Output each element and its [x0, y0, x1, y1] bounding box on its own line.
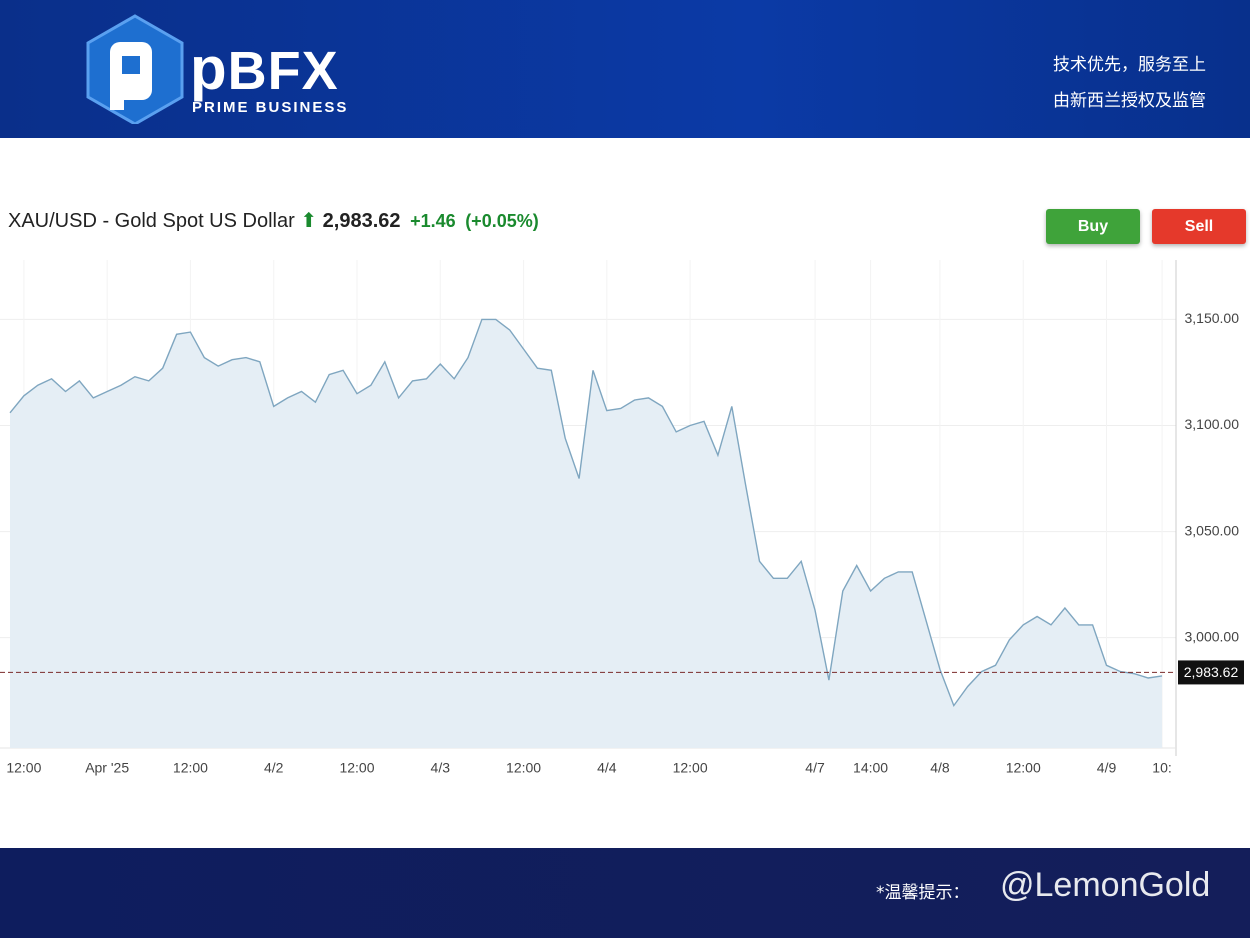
y-tick-label: 3,000.00 — [1185, 628, 1240, 644]
symbol: XAU/USD - Gold Spot US Dollar — [8, 210, 295, 232]
y-tick-label: 3,050.00 — [1185, 522, 1240, 538]
buy-button[interactable]: Buy — [1046, 209, 1140, 244]
sell-button[interactable]: Sell — [1152, 209, 1246, 244]
price-line — [9, 318, 1163, 708]
x-tick-label: 4/7 — [805, 760, 825, 776]
x-tick-label: 4/2 — [264, 760, 284, 776]
area-fill — [10, 319, 1163, 748]
x-tick-label: Apr '25 — [85, 760, 129, 776]
x-tick-label: 12:00 — [673, 760, 708, 776]
x-tick-label: 12:00 — [6, 760, 41, 776]
price: 2,983.62 — [322, 210, 401, 232]
footer: *温馨提示： @LemonGold — [0, 848, 1250, 938]
notice: *温馨提示： — [876, 883, 970, 903]
x-tick-label: 4/8 — [930, 760, 950, 776]
change-pct: (+0.05%) — [465, 211, 539, 231]
x-tick-label: 4/9 — [1097, 760, 1117, 776]
logo-subtitle: PRIME BUSINESS — [192, 99, 349, 116]
y-tick-label: 3,100.00 — [1185, 416, 1240, 432]
x-tick-label: 4/4 — [597, 760, 617, 776]
watermark: @LemonGold — [1000, 866, 1211, 904]
up-arrow: ⬆ — [300, 210, 318, 232]
x-tick-label: 14:00 — [853, 760, 888, 776]
x-tick-label: 4/3 — [431, 760, 451, 776]
last-price-box — [1178, 660, 1244, 685]
x-tick-label: 12:00 — [506, 760, 541, 776]
x-tick-label: 10: — [1152, 760, 1171, 776]
x-tick-label: 12:00 — [339, 760, 374, 776]
logo-text: pBFX — [190, 35, 339, 102]
quote-line: XAU/USD - Gold Spot US Dollar ⬆ 2,983.62… — [8, 208, 539, 233]
header: pBFX PRIME BUSINESS 技术优先，服务至上 由新西兰授权及监管 — [0, 0, 1250, 138]
change: +1.46 — [410, 211, 456, 231]
x-tick-label: 12:00 — [173, 760, 208, 776]
last-price-label: 2,983.62 — [1184, 664, 1239, 680]
x-tick-label: 12:00 — [1006, 760, 1041, 776]
slogan: 由新西兰授权及监管 — [1053, 91, 1206, 111]
y-tick-label: 3,150.00 — [1185, 310, 1240, 326]
slogan: 技术优先，服务至上 — [1053, 55, 1206, 75]
logo-icon — [86, 14, 184, 124]
chart: 3,000.00 3,050.00 3,100.00 3,150.00 12:00 Apr… — [0, 260, 1244, 776]
